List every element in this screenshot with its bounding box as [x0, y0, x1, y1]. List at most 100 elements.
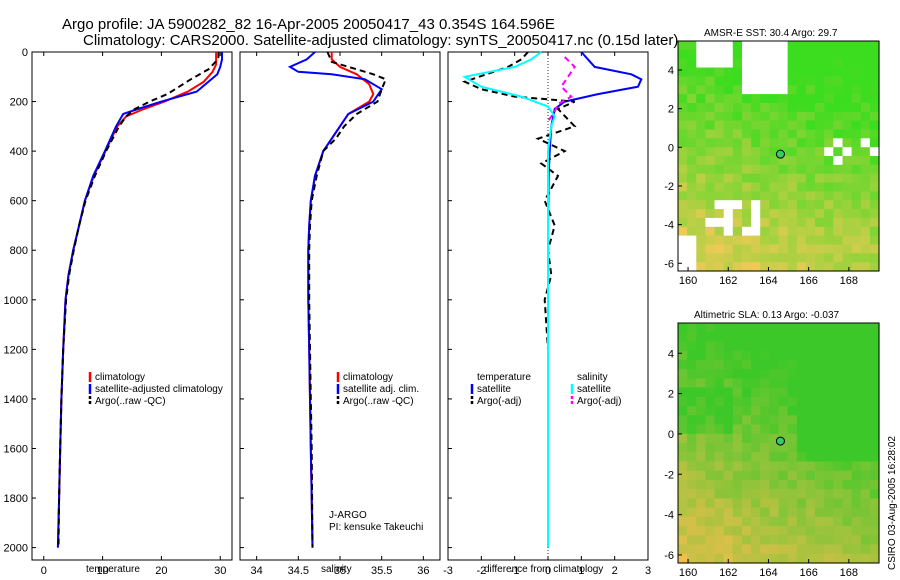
- map-cell: [833, 173, 843, 184]
- map-cell: [851, 526, 862, 536]
- map-cell: [723, 111, 734, 122]
- map-cell: [787, 369, 798, 379]
- map-cell: [805, 244, 816, 254]
- map-cell: [678, 94, 688, 104]
- map-cell: [732, 387, 743, 398]
- float-program: J-ARGO: [329, 510, 367, 521]
- map-cell: [714, 147, 725, 157]
- map-cell: [760, 433, 770, 444]
- map-cell: [742, 76, 752, 86]
- map-cell: [751, 553, 761, 564]
- map-cell: [742, 396, 752, 407]
- map-cell: [751, 41, 761, 51]
- map-cell: [687, 332, 697, 342]
- map-cell: [723, 182, 734, 192]
- map-cell: [696, 156, 706, 166]
- map-cell: [760, 226, 770, 237]
- map-cell: [860, 138, 871, 148]
- map-cell: [869, 217, 880, 228]
- map-cell: [732, 461, 743, 472]
- map-cell: [705, 332, 716, 342]
- map-cell: [705, 396, 716, 407]
- map-cell: [705, 369, 716, 379]
- map-cell: [769, 200, 780, 210]
- map-cell: [842, 369, 853, 379]
- map-cell: [796, 415, 807, 426]
- map-cell: [869, 489, 880, 499]
- map-cell: [815, 147, 825, 157]
- map-cell: [678, 129, 688, 139]
- sst-map-title: AMSR-E SST: 30.4 Argo: 29.7: [704, 28, 838, 39]
- map-cell: [714, 470, 725, 481]
- y-tick-label: 1600: [4, 443, 28, 455]
- map-cell: [787, 359, 798, 370]
- map-cell: [723, 147, 734, 157]
- map-cell: [869, 341, 880, 352]
- map-cell: [723, 85, 734, 95]
- map-cell: [851, 129, 862, 139]
- map-cell: [687, 544, 697, 555]
- map-cell: [824, 111, 834, 122]
- map-cell: [742, 516, 752, 527]
- map-cell: [805, 217, 816, 228]
- map-cell: [705, 94, 716, 104]
- map-cell: [787, 341, 798, 352]
- map-x-tick-label: 162: [719, 567, 737, 579]
- map-cell: [714, 332, 725, 342]
- map-cell: [751, 164, 761, 175]
- map-cell: [842, 553, 853, 564]
- map-cell: [760, 129, 770, 139]
- map-cell: [760, 182, 770, 192]
- y-tick-label: 1800: [4, 493, 28, 505]
- map-cell: [860, 443, 871, 453]
- map-cell: [751, 359, 761, 370]
- map-cell: [805, 424, 816, 435]
- map-cell: [815, 470, 825, 481]
- map-cell: [815, 120, 825, 130]
- y-tick-label: 200: [10, 97, 28, 109]
- map-cell: [860, 396, 871, 407]
- map-cell: [687, 507, 697, 518]
- map-cell: [851, 102, 862, 113]
- map-cell: [723, 49, 734, 60]
- map-cell: [751, 396, 761, 407]
- map-cell: [769, 58, 780, 69]
- sla-map: 160 162 164 166 168 4 2 0 -2 -4 -6: [664, 322, 880, 579]
- map-cell: [869, 120, 880, 130]
- map-cell: [869, 67, 880, 77]
- map-cell: [687, 489, 697, 499]
- map-cell: [687, 526, 697, 536]
- map-cell: [696, 49, 706, 60]
- map-cell: [796, 76, 807, 86]
- map-cell: [860, 217, 871, 228]
- map-cell: [714, 164, 725, 175]
- map-cell: [732, 369, 743, 379]
- map-cell: [723, 461, 734, 472]
- map-cell: [769, 209, 780, 219]
- map-cell: [805, 369, 816, 379]
- map-cell: [842, 470, 853, 481]
- map-cell: [851, 191, 862, 201]
- map-cell: [732, 200, 743, 210]
- map-cell: [723, 332, 734, 342]
- map-cell: [824, 226, 834, 237]
- map-cell: [732, 433, 743, 444]
- map-cell: [842, 424, 853, 435]
- map-cell: [851, 120, 862, 130]
- map-cell: [687, 415, 697, 426]
- map-cell: [760, 516, 770, 527]
- map-cell: [805, 209, 816, 219]
- map-cell: [714, 378, 725, 389]
- map-cell: [696, 262, 706, 272]
- map-cell: [805, 443, 816, 453]
- map-cell: [851, 262, 862, 272]
- map-cell: [714, 406, 725, 416]
- map-cell: [714, 58, 725, 69]
- map-cell: [760, 507, 770, 518]
- y-tick-label: 800: [10, 245, 28, 257]
- map-cell: [742, 253, 752, 263]
- map-cell: [796, 102, 807, 113]
- map-cell: [769, 120, 780, 130]
- map-cell: [714, 415, 725, 426]
